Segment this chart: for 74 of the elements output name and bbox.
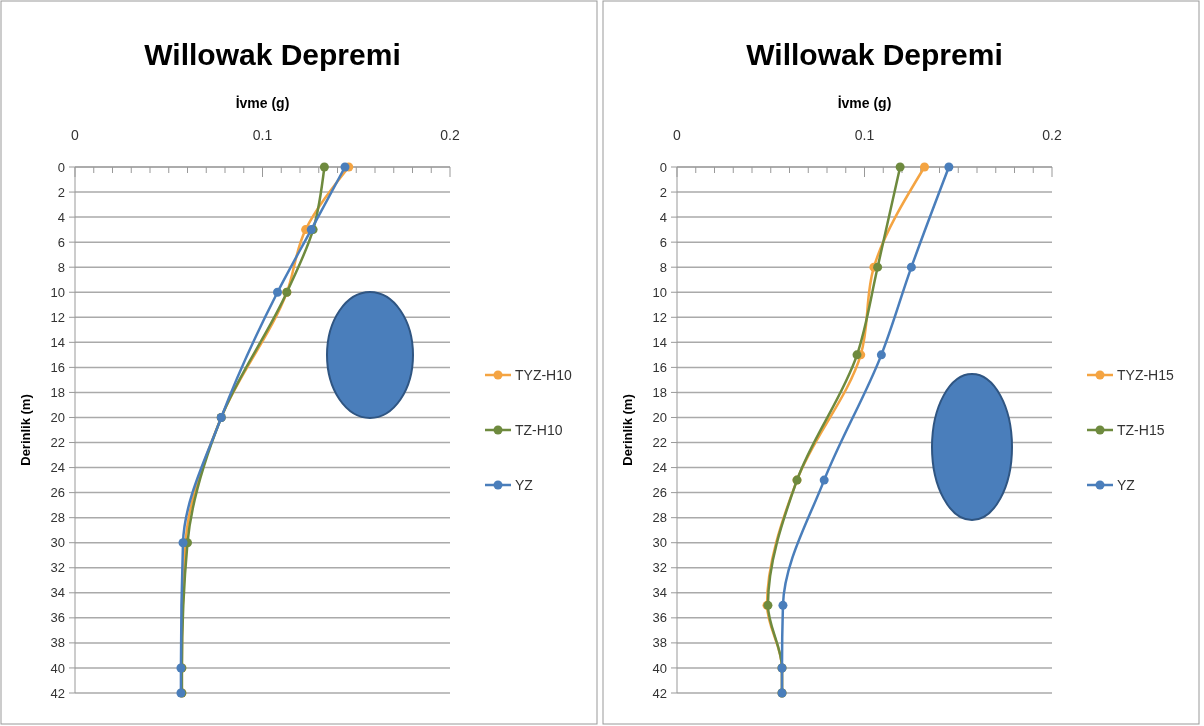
y-tick-label: 12 [652, 309, 667, 325]
y-tick-label: 38 [50, 635, 65, 651]
y-tick-label: 38 [652, 635, 667, 651]
y-tick-label: 36 [50, 610, 65, 626]
y-tick-label: 28 [50, 510, 65, 526]
legend-label: YZ [1117, 476, 1136, 493]
y-tick-label: 26 [50, 485, 65, 501]
chart-title: Willowak Depremi [746, 38, 1003, 71]
y-tick-label: 16 [50, 359, 65, 375]
y-tick-label: 14 [50, 334, 65, 350]
y-tick-label: 2 [659, 184, 667, 200]
y-tick-label: 40 [652, 660, 667, 676]
y-tick-label: 30 [50, 535, 65, 551]
y-tick-label: 20 [50, 410, 65, 426]
y-tick-label: 20 [652, 410, 667, 426]
y-tick-label: 22 [50, 435, 65, 451]
y-tick-label: 8 [57, 259, 65, 275]
legend-label: TZ-H10 [515, 421, 563, 438]
y-tick-label: 4 [659, 209, 667, 225]
point [273, 287, 282, 297]
y-tick-label: 14 [652, 334, 667, 350]
y-tick-label: 22 [652, 435, 667, 451]
x-tick-label: 0.2 [1042, 127, 1062, 143]
legend-label: TYZ-H15 [1117, 366, 1174, 383]
y-tick-label: 8 [659, 259, 667, 275]
x-tick-label: 0.1 [854, 127, 875, 143]
y-tick-label: 40 [50, 660, 65, 676]
x-tick-label: 0 [673, 127, 682, 143]
point [778, 600, 788, 610]
legend-label: YZ [515, 476, 534, 493]
point [340, 162, 350, 172]
y-tick-label: 34 [652, 585, 667, 601]
y-tick-label: 24 [50, 460, 65, 476]
x-axis-title: İvme (g) [235, 95, 290, 111]
y-tick-label: 4 [57, 209, 65, 225]
legend-label: TZ-H15 [1117, 421, 1165, 438]
y-tick-label: 0 [57, 159, 65, 175]
y-tick-label: 32 [652, 560, 667, 576]
y-tick-label: 6 [57, 234, 65, 250]
point [895, 162, 905, 172]
y-tick-label: 16 [652, 359, 667, 375]
point [873, 262, 883, 272]
y-axis-title: Derinlik (m) [18, 394, 33, 466]
point [944, 162, 954, 172]
y-tick-label: 32 [50, 560, 65, 576]
y-tick-label: 24 [652, 460, 667, 476]
y-tick-label: 42 [652, 685, 667, 701]
y-axis-title: Derinlik (m) [620, 394, 635, 466]
y-tick-label: 34 [50, 585, 65, 601]
y-tick-label: 18 [652, 384, 667, 400]
y-tick-label: 6 [659, 234, 667, 250]
y-tick-label: 2 [57, 184, 65, 200]
x-axis-title: İvme (g) [837, 95, 892, 111]
y-tick-label: 18 [50, 384, 65, 400]
y-tick-label: 28 [652, 510, 667, 526]
y-tick-label: 10 [652, 284, 667, 300]
point [906, 262, 916, 272]
y-tick-label: 12 [50, 309, 65, 325]
x-tick-label: 0.1 [252, 127, 273, 143]
y-tick-label: 30 [652, 535, 667, 551]
point [876, 350, 886, 360]
y-tick-label: 36 [652, 610, 667, 626]
y-tick-label: 42 [50, 685, 65, 701]
y-tick-label: 10 [50, 284, 65, 300]
y-tick-label: 0 [659, 159, 667, 175]
point [852, 350, 862, 360]
point [920, 162, 929, 172]
point [819, 475, 829, 485]
y-tick-label: 26 [652, 485, 667, 501]
legend-label: TYZ-H10 [515, 366, 572, 383]
x-tick-label: 0.2 [440, 127, 460, 143]
x-tick-label: 0 [71, 127, 80, 143]
chart-title: Willowak Depremi [144, 38, 401, 71]
point [319, 162, 329, 172]
